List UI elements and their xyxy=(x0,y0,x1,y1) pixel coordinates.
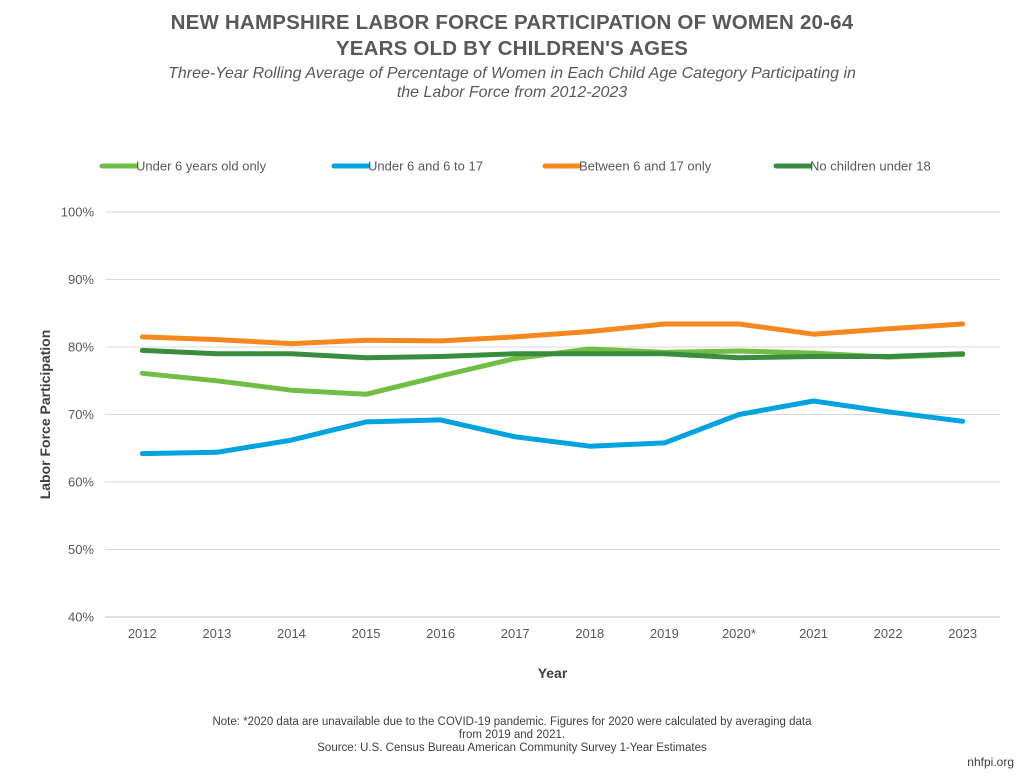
y-tick-label: 80% xyxy=(68,340,94,355)
series-line-under-6-and-6-to-17 xyxy=(139,398,966,457)
series-line-between-6-and-17-only xyxy=(139,321,966,347)
x-tick-label: 2020* xyxy=(722,626,756,641)
legend-label-under-6-years-old-only: Under 6 years old only xyxy=(136,159,267,174)
y-tick-label: 70% xyxy=(68,407,94,422)
x-tick-label: 2014 xyxy=(277,626,306,641)
x-tick-label: 2016 xyxy=(426,626,455,641)
chart-subtitle-line: the Labor Force from 2012-2023 xyxy=(396,84,628,101)
y-tick-label: 100% xyxy=(61,205,95,220)
chart-title-line: NEW HAMPSHIRE LABOR FORCE PARTICIPATION … xyxy=(170,11,854,34)
y-tick-label: 40% xyxy=(68,610,94,625)
source-line: Source: U.S. Census Bureau American Comm… xyxy=(317,742,707,754)
chart-subtitle: Three-Year Rolling Average of Percentage… xyxy=(0,64,1024,102)
note-line: from 2019 and 2021. xyxy=(458,729,566,741)
legend-label-no-children-under-18: No children under 18 xyxy=(810,159,931,174)
chart-title-line: YEARS OLD BY CHILDREN'S AGES xyxy=(335,37,689,60)
legend-label-under-6-and-6-to-17: Under 6 and 6 to 17 xyxy=(368,159,483,174)
x-axis-title: Year xyxy=(538,665,568,681)
legend-label-between-6-and-17-only: Between 6 and 17 only xyxy=(579,159,712,174)
x-tick-label: 2022 xyxy=(874,626,903,641)
chart-subtitle-line: Three-Year Rolling Average of Percentage… xyxy=(168,65,856,82)
series-line-no-children-under-18 xyxy=(139,347,966,361)
y-tick-label: 90% xyxy=(68,272,94,287)
y-axis-title: Labor Force Participation xyxy=(37,330,53,500)
x-tick-label: 2021 xyxy=(799,626,828,641)
chart-note: Note: *2020 data are unavailable due to … xyxy=(0,716,1024,755)
credit-text: nhfpi.org xyxy=(967,755,1014,769)
x-tick-label: 2023 xyxy=(948,626,977,641)
note-line: Note: *2020 data are unavailable due to … xyxy=(212,716,812,728)
x-tick-label: 2018 xyxy=(575,626,604,641)
x-tick-label: 2013 xyxy=(202,626,231,641)
x-tick-label: 2012 xyxy=(128,626,157,641)
x-tick-label: 2017 xyxy=(501,626,530,641)
y-tick-label: 50% xyxy=(68,542,94,557)
x-tick-label: 2015 xyxy=(352,626,381,641)
chart-title: NEW HAMPSHIRE LABOR FORCE PARTICIPATION … xyxy=(0,10,1024,62)
y-tick-label: 60% xyxy=(68,475,94,490)
x-tick-label: 2019 xyxy=(650,626,679,641)
